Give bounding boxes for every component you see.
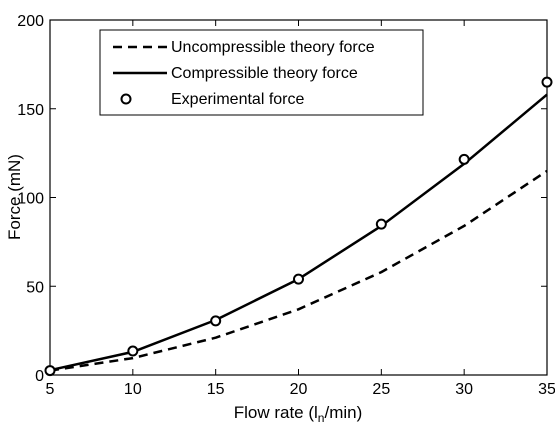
x-tick-label: 15 <box>207 381 225 398</box>
y-tick-label: 100 <box>17 191 44 208</box>
y-tick-label: 200 <box>17 13 44 30</box>
y-axis-label: Force (mN) <box>5 154 24 240</box>
x-tick-label: 30 <box>455 381 473 398</box>
legend-label-uncompressible: Uncompressible theory force <box>171 39 375 56</box>
x-axis-label-suffix: /min) <box>324 403 362 422</box>
series-layer <box>44 76 553 377</box>
x-axis-label-main: Flow rate (l <box>234 403 318 422</box>
x-axis-label-sub: n <box>318 411 325 425</box>
axis-ticks: 5 10 15 20 25 30 35 0 50 100 150 200 <box>17 13 555 398</box>
experimental-point <box>44 365 56 377</box>
experimental-point <box>541 76 553 88</box>
legend-swatch-experimental <box>120 93 132 105</box>
y-tick-label: 50 <box>26 279 44 296</box>
x-tick-label: 25 <box>372 381 390 398</box>
legend: Uncompressible theory force Compressible… <box>99 29 424 116</box>
experimental-point <box>293 273 304 285</box>
experimental-point <box>375 218 387 230</box>
legend-label-compressible: Compressible theory force <box>171 65 358 82</box>
experimental-point <box>210 315 222 327</box>
x-axis-label: Flow rate (ln/min) <box>234 403 363 425</box>
experimental-point <box>127 345 139 357</box>
uncompressible-theory-line <box>49 169 548 372</box>
experimental-point <box>458 153 470 165</box>
x-tick-label: 20 <box>290 381 308 398</box>
x-tick-label: 35 <box>538 381 555 398</box>
x-tick-label: 5 <box>46 381 55 398</box>
y-tick-label: 150 <box>17 102 44 119</box>
x-tick-label: 10 <box>124 381 142 398</box>
y-tick-label: 0 <box>35 368 44 385</box>
legend-label-experimental: Experimental force <box>171 91 304 108</box>
